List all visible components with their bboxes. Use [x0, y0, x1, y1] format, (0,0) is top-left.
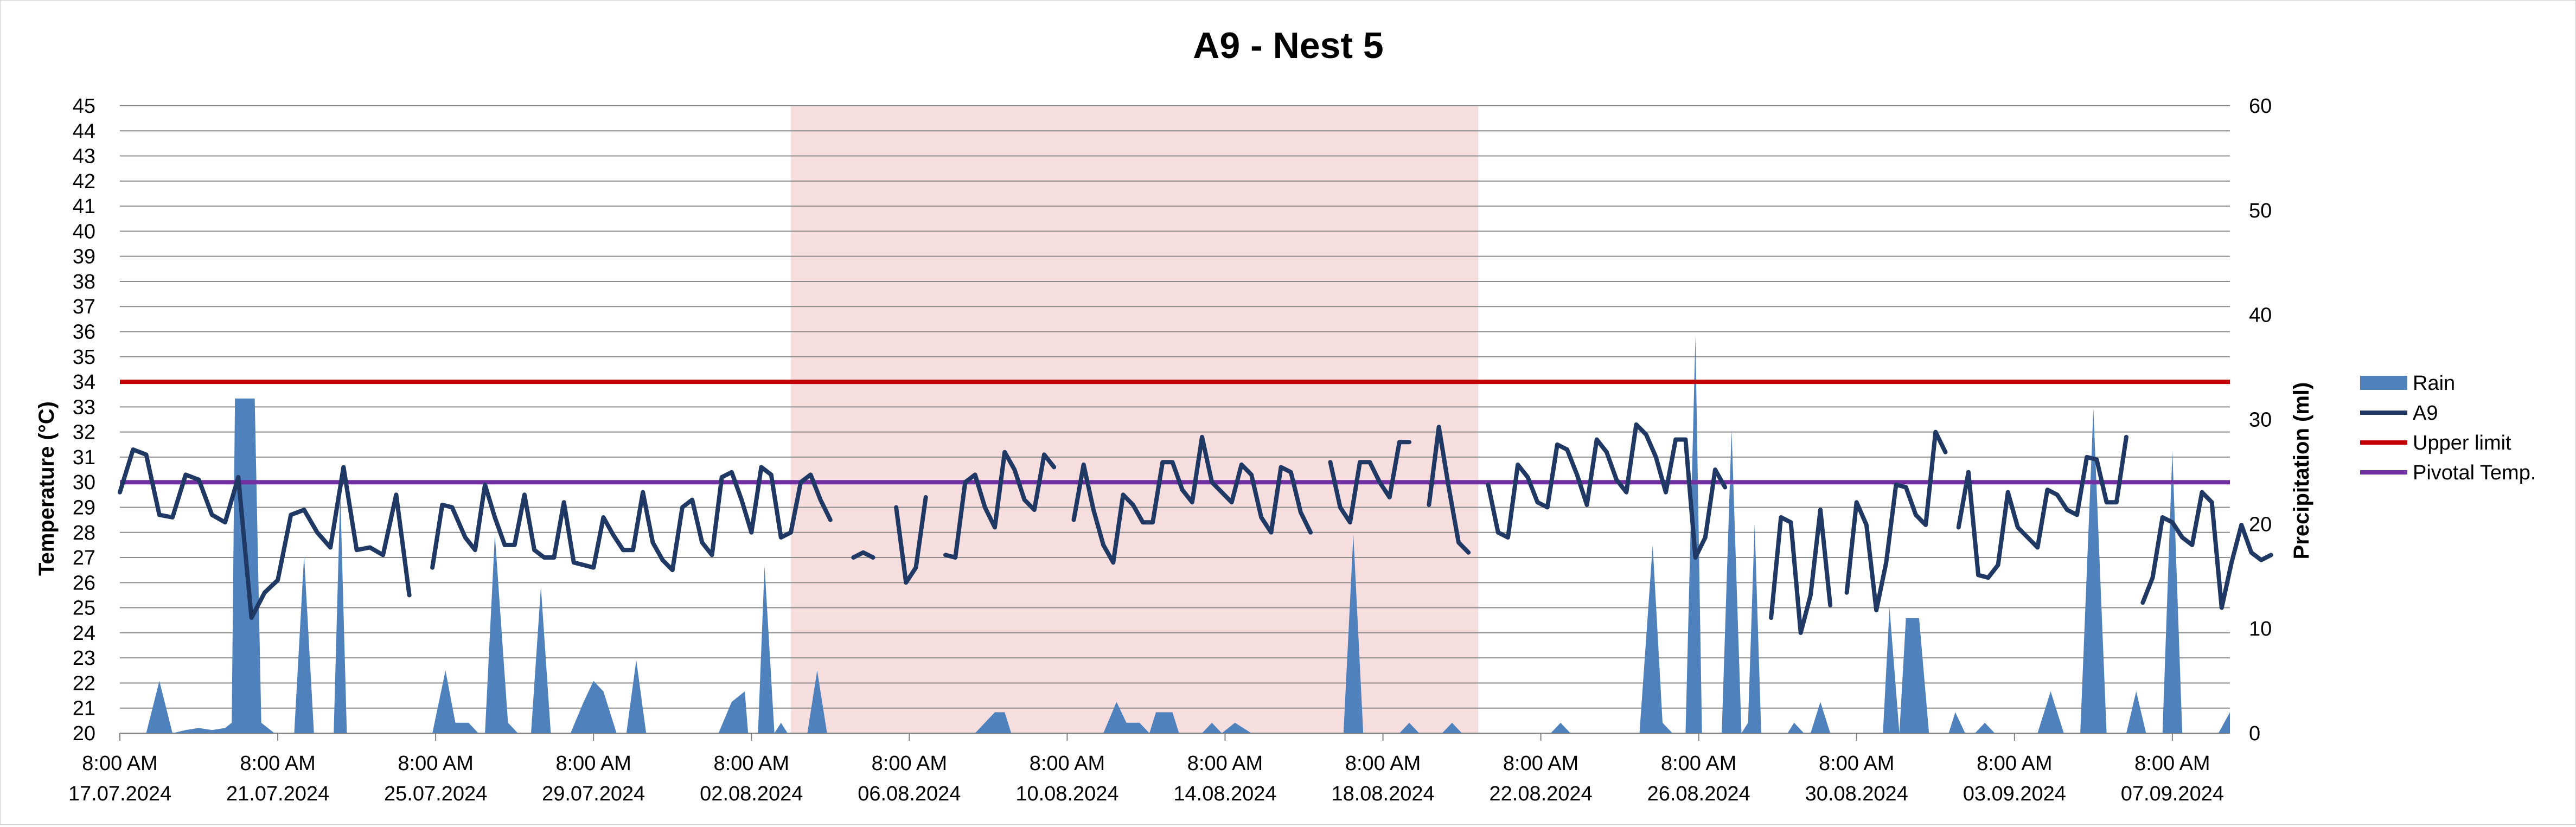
a9-line-segment — [430, 465, 833, 573]
y2-axis-label: Precipitation (ml) — [2290, 382, 2313, 560]
a9-line-segment — [118, 447, 412, 620]
axes-layer: 2021222324252627282930313233343536373839… — [68, 95, 2272, 805]
a9-line-segment — [1071, 434, 1313, 565]
x-tick-date: 17.07.2024 — [68, 783, 171, 805]
y-tick-label: 44 — [73, 120, 95, 143]
x-tick-date: 30.08.2024 — [1805, 783, 1908, 805]
y-tick-label: 20 — [73, 722, 95, 745]
y-tick-label: 36 — [73, 321, 95, 344]
y-tick-label: 34 — [73, 371, 95, 394]
shaded-period-layer — [791, 106, 1479, 733]
shaded-period — [791, 106, 1479, 733]
y-axis-label: Temperature (°C) — [35, 401, 59, 576]
x-tick-time: 8:00 AM — [714, 752, 789, 775]
y-tick-label: 28 — [73, 522, 95, 544]
y-tick-label: 42 — [73, 170, 95, 193]
x-tick-date: 26.08.2024 — [1647, 783, 1750, 805]
x-tick-date: 03.09.2024 — [1963, 783, 2066, 805]
y-tick-label: 40 — [73, 220, 95, 243]
a9-line-segment — [1956, 434, 2128, 580]
y-tick-label: 43 — [73, 145, 95, 168]
y-tick-label: 45 — [73, 95, 95, 118]
y-tick-label: 27 — [73, 547, 95, 569]
x-tick-date: 18.08.2024 — [1331, 783, 1434, 805]
x-tick-time: 8:00 AM — [872, 752, 947, 775]
a9-line-segment — [851, 550, 875, 560]
x-tick-time: 8:00 AM — [398, 752, 473, 775]
x-tick-time: 8:00 AM — [2134, 752, 2210, 775]
a9-line-segment — [1769, 508, 1833, 635]
x-tick-time: 8:00 AM — [1030, 752, 1105, 775]
a9-line-segment — [1328, 440, 1412, 525]
a9-line-segment — [943, 450, 1057, 560]
legend-label-upper-limit: Upper limit — [2413, 432, 2511, 454]
y-tick-label: 21 — [73, 697, 95, 720]
grid-layer — [120, 105, 2230, 734]
y-tick-label: 41 — [73, 195, 95, 218]
y2-tick-label: 50 — [2249, 200, 2272, 222]
y-tick-label: 22 — [73, 672, 95, 695]
x-tick-time: 8:00 AM — [555, 752, 631, 775]
x-tick-time: 8:00 AM — [1187, 752, 1263, 775]
y2-tick-label: 20 — [2249, 513, 2272, 536]
x-tick-date: 02.08.2024 — [700, 783, 803, 805]
a9-line-segment — [894, 495, 928, 585]
x-tick-date: 14.08.2024 — [1173, 783, 1276, 805]
y-tick-label: 24 — [73, 622, 95, 645]
y2-tick-label: 0 — [2249, 722, 2260, 745]
y-tick-label: 37 — [73, 296, 95, 318]
x-tick-time: 8:00 AM — [1977, 752, 2052, 775]
a9-line-segment — [2140, 490, 2273, 610]
x-tick-time: 8:00 AM — [1819, 752, 1894, 775]
y2-tick-label: 60 — [2249, 95, 2272, 118]
legend-swatch-rain — [2360, 376, 2407, 390]
y-tick-label: 33 — [73, 396, 95, 419]
x-tick-date: 22.08.2024 — [1490, 783, 1593, 805]
legend-label-a9: A9 — [2413, 402, 2438, 425]
y-tick-label: 25 — [73, 597, 95, 620]
reference-lines-layer — [120, 380, 2230, 485]
y-tick-label: 39 — [73, 246, 95, 268]
x-tick-date: 10.08.2024 — [1015, 783, 1118, 805]
y-tick-label: 26 — [73, 572, 95, 594]
x-tick-date: 07.09.2024 — [2121, 783, 2224, 805]
x-tick-date: 25.07.2024 — [384, 783, 487, 805]
a9-line-segment — [1486, 422, 1728, 560]
x-tick-date: 29.07.2024 — [542, 783, 645, 805]
y-tick-label: 38 — [73, 271, 95, 293]
y-tick-label: 23 — [73, 647, 95, 670]
legend-label-pivotal-temp: Pivotal Temp. — [2413, 461, 2536, 484]
chart-title: A9 - Nest 5 — [1193, 25, 1383, 66]
x-tick-time: 8:00 AM — [1503, 752, 1578, 775]
x-tick-time: 8:00 AM — [82, 752, 157, 775]
y2-tick-label: 30 — [2249, 409, 2272, 432]
y-tick-label: 35 — [73, 346, 95, 369]
y-tick-label: 30 — [73, 471, 95, 494]
a9-series-layer — [118, 422, 2273, 635]
y-tick-label: 31 — [73, 446, 95, 469]
x-tick-time: 8:00 AM — [240, 752, 315, 775]
legend: Rain A9 Upper limit Pivotal Temp. — [2360, 372, 2536, 484]
a9-line-segment — [1844, 429, 1948, 613]
y2-tick-label: 40 — [2249, 304, 2272, 327]
y-tick-label: 32 — [73, 421, 95, 444]
x-tick-date: 06.08.2024 — [858, 783, 961, 805]
x-tick-time: 8:00 AM — [1661, 752, 1736, 775]
legend-label-rain: Rain — [2413, 372, 2455, 395]
y2-tick-label: 10 — [2249, 618, 2272, 640]
x-tick-date: 21.07.2024 — [226, 783, 329, 805]
a9-line-segment — [1427, 425, 1471, 555]
x-tick-time: 8:00 AM — [1345, 752, 1421, 775]
y-tick-label: 29 — [73, 496, 95, 519]
